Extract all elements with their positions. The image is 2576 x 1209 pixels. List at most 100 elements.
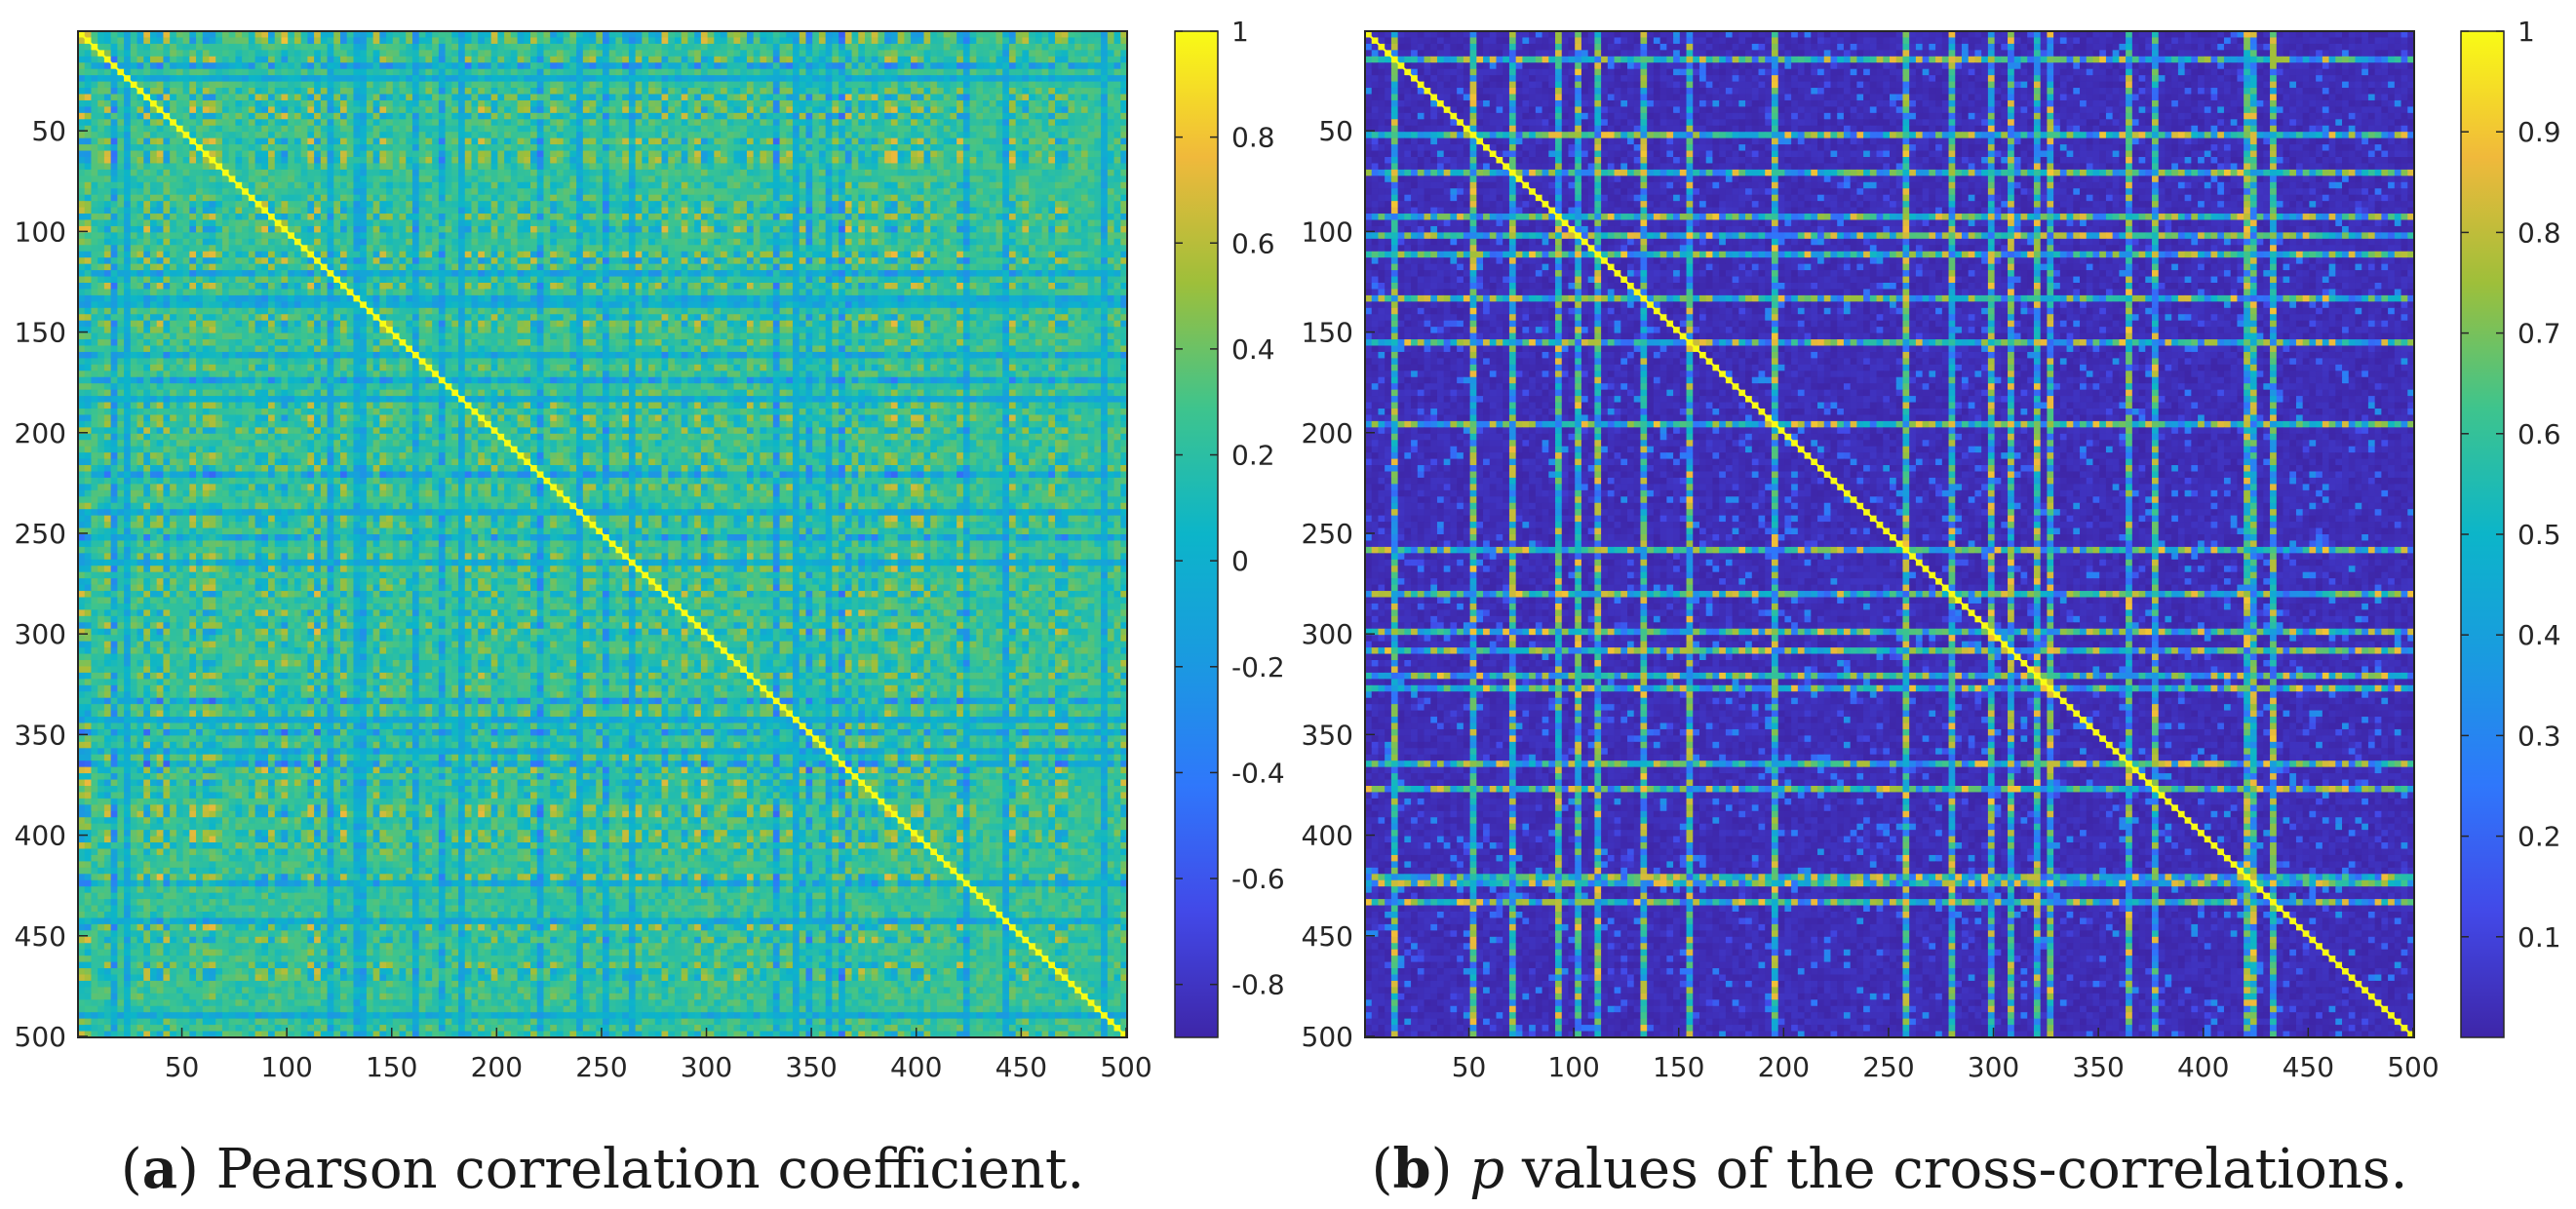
heatmap-cell bbox=[1042, 95, 1049, 101]
heatmap-cell bbox=[760, 95, 766, 101]
heatmap-cell bbox=[183, 69, 190, 76]
heatmap-cell bbox=[754, 95, 761, 101]
heatmap-cell bbox=[609, 95, 616, 101]
heatmap-cell bbox=[569, 82, 576, 89]
heatmap-cell bbox=[852, 95, 859, 101]
heatmap-cell bbox=[1048, 106, 1055, 113]
heatmap-cell bbox=[884, 75, 891, 82]
heatmap-cell bbox=[865, 37, 872, 44]
heatmap-cell bbox=[983, 113, 990, 120]
heatmap-cell bbox=[124, 44, 131, 51]
heatmap-cell bbox=[340, 88, 347, 95]
heatmap-cell bbox=[773, 44, 780, 51]
heatmap-cell bbox=[150, 31, 157, 38]
heatmap-cell bbox=[242, 50, 249, 57]
heatmap-cell bbox=[754, 37, 761, 44]
heatmap-cell bbox=[446, 106, 452, 113]
heatmap-cell bbox=[930, 113, 937, 120]
heatmap-cell bbox=[812, 37, 819, 44]
heatmap-cell bbox=[1022, 62, 1029, 69]
heatmap-cell bbox=[491, 100, 498, 107]
heatmap-cell bbox=[78, 151, 85, 158]
heatmap-cell bbox=[340, 62, 347, 69]
heatmap-cell bbox=[518, 151, 525, 158]
heatmap-cell bbox=[668, 88, 675, 95]
heatmap-cell bbox=[321, 132, 328, 138]
heatmap-cell bbox=[1055, 119, 1062, 126]
heatmap-cell bbox=[944, 82, 951, 89]
heatmap-cell bbox=[721, 75, 727, 82]
heatmap-cell bbox=[911, 75, 917, 82]
heatmap-cell bbox=[530, 151, 537, 158]
heatmap-cell bbox=[564, 50, 570, 57]
heatmap-cell bbox=[891, 144, 898, 151]
heatmap-cell bbox=[307, 113, 314, 120]
heatmap-cell bbox=[1108, 151, 1114, 158]
heatmap-cell bbox=[210, 75, 216, 82]
heatmap-cell bbox=[321, 100, 328, 107]
heatmap-cell bbox=[439, 50, 446, 57]
heatmap-cell bbox=[275, 113, 282, 120]
heatmap-cell bbox=[511, 100, 518, 107]
heatmap-cell bbox=[832, 151, 839, 158]
heatmap-cell bbox=[636, 119, 643, 126]
heatmap-cell bbox=[439, 151, 446, 158]
heatmap-cell bbox=[636, 37, 643, 44]
heatmap-cell bbox=[124, 82, 131, 89]
heatmap-cell bbox=[491, 69, 498, 76]
heatmap-cell bbox=[104, 75, 111, 82]
heatmap-cell bbox=[668, 57, 675, 63]
heatmap-cell bbox=[648, 151, 655, 158]
heatmap-cell bbox=[78, 95, 85, 101]
heatmap-cell bbox=[970, 132, 977, 138]
heatmap-cell bbox=[1048, 138, 1055, 145]
heatmap-cell bbox=[564, 113, 570, 120]
heatmap-cell bbox=[333, 126, 340, 133]
heatmap-cell bbox=[1016, 37, 1023, 44]
heatmap-cell bbox=[268, 62, 275, 69]
heatmap-cell bbox=[491, 62, 498, 69]
heatmap-cell bbox=[294, 132, 301, 138]
heatmap-cell bbox=[524, 100, 530, 107]
heatmap-cell bbox=[386, 44, 393, 51]
heatmap-cell bbox=[511, 57, 518, 63]
heatmap-cell bbox=[328, 75, 334, 82]
heatmap-cell bbox=[242, 126, 249, 133]
heatmap-cell bbox=[766, 31, 773, 38]
heatmap-cell bbox=[124, 31, 131, 38]
heatmap-cell bbox=[1088, 100, 1095, 107]
heatmap-cell bbox=[976, 144, 983, 151]
heatmap-cell bbox=[301, 50, 308, 57]
heatmap-cell bbox=[432, 88, 439, 95]
heatmap-cell bbox=[904, 69, 911, 76]
heatmap-cell bbox=[1074, 57, 1081, 63]
heatmap-cell bbox=[636, 62, 643, 69]
heatmap-cell bbox=[636, 100, 643, 107]
heatmap-cell bbox=[911, 95, 917, 101]
heatmap-cell bbox=[176, 95, 183, 101]
heatmap-cell bbox=[321, 95, 328, 101]
heatmap-cell bbox=[104, 69, 111, 76]
heatmap-cell bbox=[754, 113, 761, 120]
heatmap-cell bbox=[504, 44, 511, 51]
heatmap-cell bbox=[333, 31, 340, 38]
heatmap-cell bbox=[137, 119, 144, 126]
heatmap-cell bbox=[1022, 75, 1029, 82]
heatmap-cell bbox=[268, 88, 275, 95]
heatmap-cell bbox=[242, 44, 249, 51]
heatmap-cell bbox=[98, 138, 104, 145]
heatmap-cell bbox=[222, 126, 229, 133]
heatmap-cell bbox=[826, 106, 833, 113]
heatmap-cell bbox=[976, 69, 983, 76]
heatmap-cell bbox=[419, 57, 426, 63]
heatmap-cell bbox=[307, 75, 314, 82]
heatmap-cell bbox=[884, 37, 891, 44]
heatmap-cell bbox=[609, 31, 616, 38]
heatmap-cell bbox=[340, 106, 347, 113]
heatmap-cell bbox=[708, 151, 715, 158]
heatmap-cell bbox=[780, 100, 787, 107]
heatmap-cell bbox=[491, 57, 498, 63]
heatmap-cell bbox=[511, 151, 518, 158]
heatmap-cell bbox=[1101, 106, 1108, 113]
heatmap-cell bbox=[333, 44, 340, 51]
